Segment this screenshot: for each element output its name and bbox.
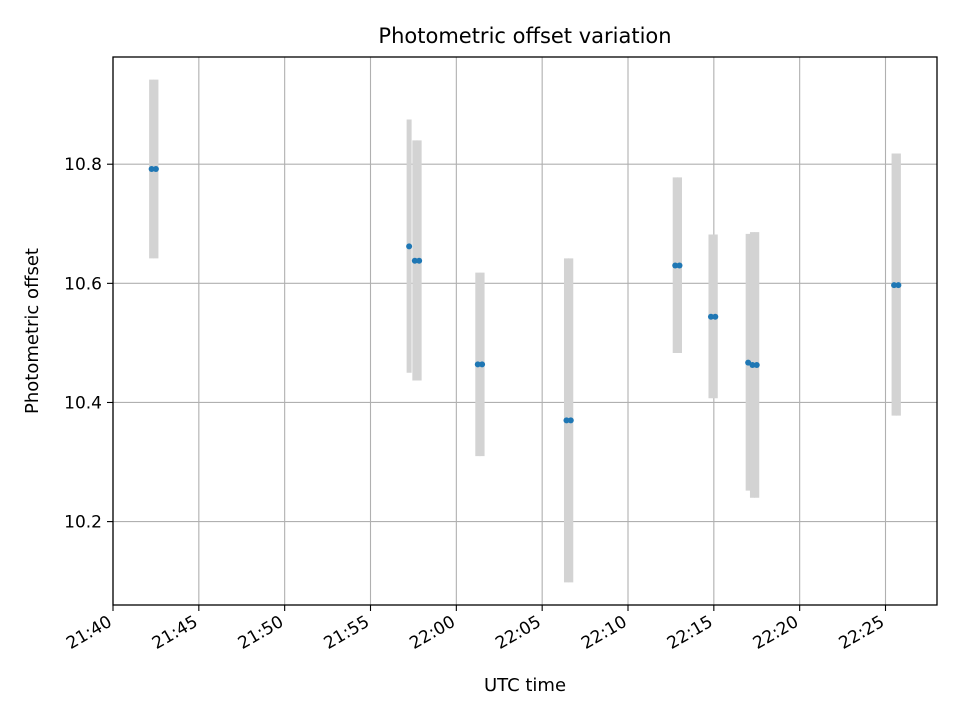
x-tick-label: 22:15	[664, 612, 716, 654]
y-tick-label: 10.8	[64, 155, 102, 175]
x-tick-label: 22:10	[578, 612, 630, 654]
y-tick-label: 10.2	[64, 513, 102, 533]
plot-frame	[112, 56, 938, 606]
grid	[112, 57, 937, 605]
data-point	[474, 361, 481, 368]
data-point	[891, 282, 898, 289]
x-tick-label: 22:00	[406, 612, 458, 654]
error-bars	[149, 79, 901, 583]
data-point	[479, 361, 486, 368]
x-tick-label: 22:20	[750, 612, 802, 654]
data-point	[416, 257, 423, 264]
data-point	[749, 361, 756, 368]
x-tick-label: 22:05	[492, 612, 544, 654]
data-point	[411, 257, 418, 264]
data-point	[567, 417, 574, 424]
x-axis: 21:40 21:45 21:50 21:55 22:00 22:05 22:10 22:15…	[63, 605, 888, 654]
x-tick-label: 22:25	[836, 612, 888, 654]
data-point	[672, 262, 679, 269]
chart-title: Photometric offset variation	[378, 24, 671, 48]
data-point	[707, 313, 714, 320]
x-axis-label: UTC time	[484, 675, 566, 696]
y-tick-label: 10.6	[64, 274, 102, 294]
data-point	[753, 361, 760, 368]
data-point	[152, 165, 159, 172]
y-tick-label: 10.4	[64, 393, 102, 413]
x-tick-label: 21:45	[149, 612, 201, 654]
data-point	[406, 243, 413, 250]
data-point	[148, 165, 155, 172]
x-tick-label: 21:55	[321, 612, 373, 654]
x-tick-label: 21:50	[235, 612, 287, 654]
data-point	[563, 417, 570, 424]
y-axis: 10.2 10.4 10.6 10.8	[64, 155, 113, 533]
y-axis-label: Photometric offset	[22, 248, 43, 414]
data-points	[148, 165, 902, 424]
data-point	[676, 262, 683, 269]
data-point	[712, 313, 719, 320]
x-tick-label: 21:40	[63, 612, 115, 654]
data-point	[895, 282, 902, 289]
